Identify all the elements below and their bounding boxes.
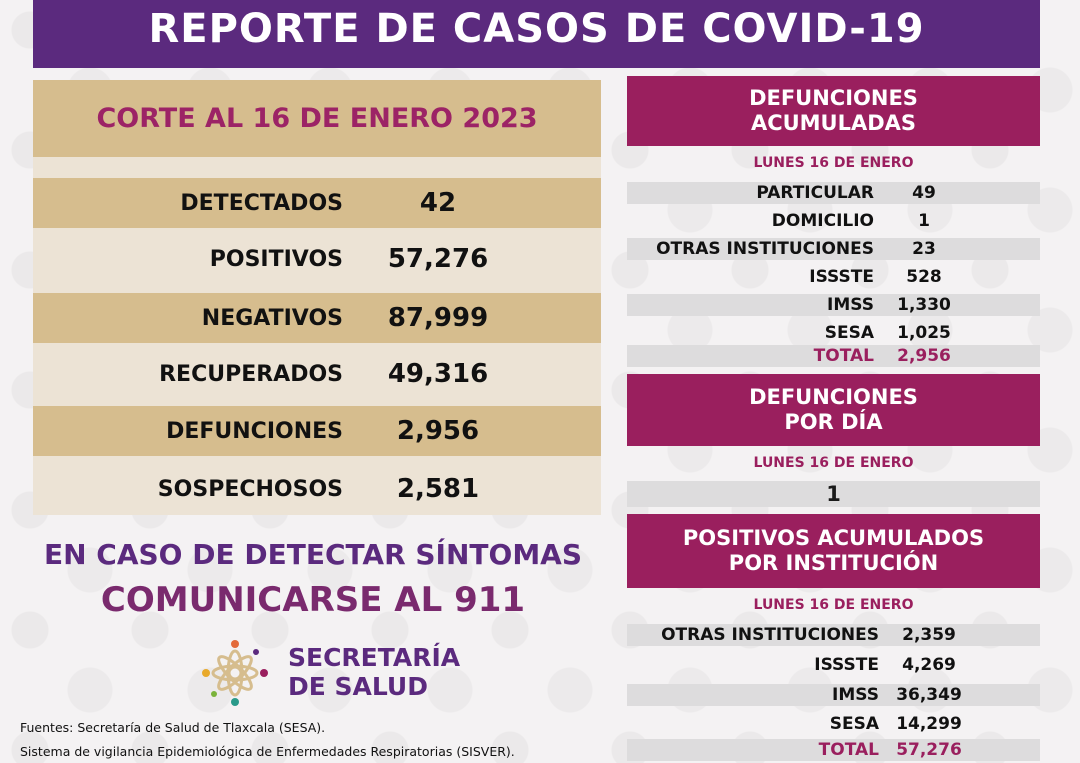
logo-line-2: DE SALUD <box>288 672 428 701</box>
row-value: 49 <box>912 183 936 203</box>
cta-symptoms: EN CASO DE DETECTAR SÍNTOMAS <box>43 538 583 571</box>
row-label: IMSS <box>832 685 879 705</box>
row-value: 1 <box>918 211 930 231</box>
positives-by-institution-header: POSITIVOS ACUMULADOS POR INSTITUCIÓN <box>627 514 1040 588</box>
stat-label: RECUPERADOS <box>159 361 343 387</box>
deaths-daily-header: DEFUNCIONES POR DÍA <box>627 374 1040 446</box>
sources-line-2: Sistema de vigilancia Epidemiológica de … <box>20 744 515 759</box>
logo-line-1: SECRETARÍA <box>288 643 461 672</box>
table-row: IMSS 1,330 <box>627 294 1040 316</box>
row-value: 23 <box>912 239 936 259</box>
cutoff-date: CORTE AL 16 DE ENERO 2023 <box>33 80 601 157</box>
deaths-daily-value: 1 <box>627 481 1040 507</box>
stat-value: 87,999 <box>387 303 489 333</box>
total-label: TOTAL <box>818 740 879 760</box>
row-label: IMSS <box>827 295 874 315</box>
deaths-cumulative-header: DEFUNCIONES ACUMULADAS <box>627 76 1040 146</box>
row-label: OTRAS INSTITUCIONES <box>661 625 879 645</box>
total-value: 2,956 <box>897 346 951 366</box>
stat-row-sospechosos: SOSPECHOSOS 2,581 <box>33 464 601 514</box>
deaths-cumulative-date: LUNES 16 DE ENERO <box>753 155 914 171</box>
stat-row-defunciones: DEFUNCIONES 2,956 <box>33 406 601 456</box>
logo-text: SECRETARÍA DE SALUD <box>288 643 460 701</box>
row-label: SESA <box>824 323 874 343</box>
stat-row-detectados: DETECTADOS 42 <box>33 178 601 228</box>
row-value: 1,025 <box>897 323 951 343</box>
row-label: SESA <box>829 714 879 734</box>
table-row-total: TOTAL 57,276 <box>627 739 1040 761</box>
row-label: DOMICILIO <box>771 211 874 231</box>
secretaria-salud-logo-icon <box>200 638 270 708</box>
row-value: 2,359 <box>902 625 956 645</box>
row-label: ISSSTE <box>814 655 879 675</box>
cta-call-911: COMUNICARSE AL 911 <box>100 580 526 620</box>
table-row: SESA 14,299 <box>627 713 1040 735</box>
stat-value: 42 <box>419 188 457 218</box>
row-label: PARTICULAR <box>756 183 874 203</box>
table-row: ISSSTE 528 <box>627 266 1040 288</box>
row-value: 4,269 <box>902 655 956 675</box>
table-row: IMSS 36,349 <box>627 684 1040 706</box>
row-label: ISSSTE <box>809 267 874 287</box>
total-label: TOTAL <box>813 346 874 366</box>
table-row: ISSSTE 4,269 <box>627 654 1040 676</box>
positives-date: LUNES 16 DE ENERO <box>753 597 914 613</box>
table-row: DOMICILIO 1 <box>627 210 1040 232</box>
stat-label: POSITIVOS <box>209 246 343 272</box>
stat-row-positivos: POSITIVOS 57,276 <box>33 234 601 284</box>
row-label: OTRAS INSTITUCIONES <box>656 239 874 259</box>
table-row: SESA 1,025 <box>627 322 1040 344</box>
total-value: 57,276 <box>896 740 962 760</box>
header-line-2: POR DÍA <box>784 410 883 434</box>
stat-value: 49,316 <box>387 359 489 389</box>
stat-row-negativos: NEGATIVOS 87,999 <box>33 293 601 343</box>
table-row: OTRAS INSTITUCIONES 23 <box>627 238 1040 260</box>
page-title: REPORTE DE CASOS DE COVID-19 <box>33 0 1040 68</box>
table-row: PARTICULAR 49 <box>627 182 1040 204</box>
stat-label: DEFUNCIONES <box>166 418 343 444</box>
row-value: 528 <box>906 267 942 287</box>
sources: Fuentes: Secretaría de Salud de Tlaxcala… <box>20 716 515 763</box>
header-line-2: ACUMULADAS <box>750 111 917 135</box>
stat-label: NEGATIVOS <box>201 305 343 331</box>
stat-value: 2,581 <box>396 474 480 504</box>
deaths-daily-date: LUNES 16 DE ENERO <box>753 455 914 471</box>
header-line-2: POR INSTITUCIÓN <box>728 551 939 575</box>
stat-value: 2,956 <box>396 416 480 446</box>
header-line-1: DEFUNCIONES <box>749 86 918 110</box>
stat-value: 57,276 <box>387 244 489 274</box>
table-row: OTRAS INSTITUCIONES 2,359 <box>627 624 1040 646</box>
stat-label: SOSPECHOSOS <box>157 476 343 502</box>
summary-panel: CORTE AL 16 DE ENERO 2023 DETECTADOS 42 … <box>33 80 601 515</box>
row-value: 14,299 <box>896 714 962 734</box>
sources-line-1: Fuentes: Secretaría de Salud de Tlaxcala… <box>20 720 326 735</box>
row-value: 36,349 <box>896 685 962 705</box>
row-value: 1,330 <box>897 295 951 315</box>
stat-row-recuperados: RECUPERADOS 49,316 <box>33 349 601 399</box>
stat-label: DETECTADOS <box>180 190 343 216</box>
table-row-total: TOTAL 2,956 <box>627 345 1040 367</box>
header-line-1: POSITIVOS ACUMULADOS <box>682 526 985 550</box>
header-line-1: DEFUNCIONES <box>749 385 918 409</box>
